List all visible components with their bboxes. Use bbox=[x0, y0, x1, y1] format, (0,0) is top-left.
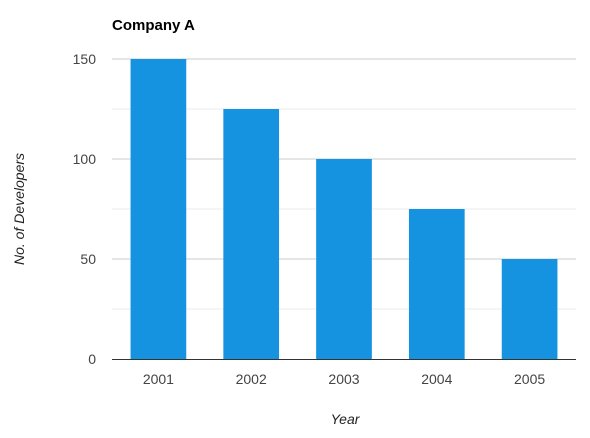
bars bbox=[130, 59, 558, 359]
x-axis-ticks: 2001 2002 2003 2004 2005 bbox=[143, 371, 546, 387]
x-tick-label: 2001 bbox=[143, 371, 174, 387]
bar-2002[interactable] bbox=[223, 109, 280, 359]
bar-2001[interactable] bbox=[130, 59, 187, 359]
bar-2005[interactable] bbox=[501, 259, 558, 359]
chart-title: Company A bbox=[112, 17, 195, 34]
y-axis-title: No. of Developers bbox=[11, 153, 27, 265]
x-tick-label: 2005 bbox=[514, 371, 545, 387]
bar-2004[interactable] bbox=[408, 209, 465, 359]
y-tick-label: 100 bbox=[73, 151, 97, 167]
y-tick-label: 0 bbox=[88, 351, 96, 367]
y-axis-ticks: 0 50 100 150 bbox=[73, 51, 97, 367]
x-tick-label: 2002 bbox=[236, 371, 267, 387]
y-tick-label: 150 bbox=[73, 51, 97, 67]
x-axis-title: Year bbox=[331, 411, 361, 427]
bar-2003[interactable] bbox=[316, 159, 372, 359]
y-tick-label: 50 bbox=[80, 251, 96, 267]
x-tick-label: 2003 bbox=[328, 371, 359, 387]
x-tick-label: 2004 bbox=[421, 371, 452, 387]
